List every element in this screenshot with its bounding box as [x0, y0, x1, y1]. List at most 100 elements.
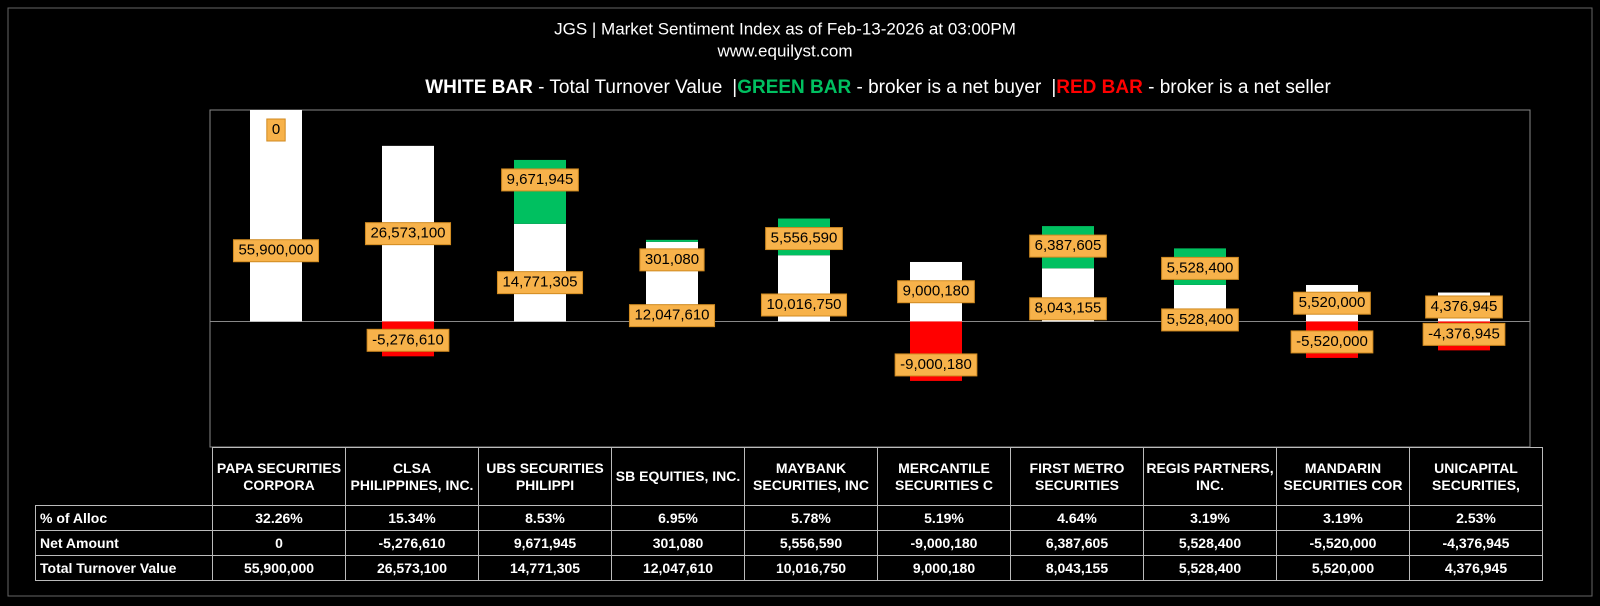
broker-name: SB EQUITIES, INC.: [611, 447, 745, 506]
chart-title: JGS | Market Sentiment Index as of Feb-1…: [554, 19, 1016, 38]
legend-separator: |: [1051, 77, 1056, 98]
table-cell: 4,376,945: [1409, 555, 1543, 581]
label-text: 5,528,400: [1167, 311, 1234, 328]
label-box: [760, 293, 848, 317]
table-cell: 2.53%: [1409, 505, 1543, 531]
label-box: [897, 280, 975, 304]
table-cell: 32.26%: [212, 505, 346, 531]
table-cell: 10,016,750: [744, 555, 878, 581]
table-cell: 301,080: [611, 530, 745, 556]
label-text: -4,376,945: [1428, 325, 1500, 342]
value-label: 5,520,000: [1293, 291, 1371, 315]
turnover-bar: [250, 110, 302, 322]
table-cell: 14,771,305: [478, 555, 612, 581]
table-cell: -9,000,180: [877, 530, 1011, 556]
label-box: [501, 168, 579, 192]
label-box: [765, 227, 843, 251]
label-box: [1425, 295, 1503, 319]
label-box: [266, 118, 286, 142]
broker-name: PAPA SECURITIES CORPORA: [212, 447, 346, 506]
value-label: 0: [266, 118, 286, 142]
label-box: [232, 239, 320, 263]
header-row: PAPA SECURITIES CORPORA CLSA PHILIPPINES,…: [36, 447, 1543, 506]
table-cell: 15.34%: [345, 505, 479, 531]
table-cell: 12,047,610: [611, 555, 745, 581]
table-cell: 5,528,400: [1143, 555, 1277, 581]
blank-cell: [36, 448, 213, 506]
legend-separator: |: [732, 77, 737, 98]
label-text: -5,276,610: [372, 331, 444, 348]
table-cell: 5,520,000: [1276, 555, 1410, 581]
label-box: [1161, 308, 1239, 332]
broker-name: MAYBANK SECURITIES, INC: [744, 447, 878, 506]
value-label: 9,671,945: [501, 168, 579, 192]
broker-name: MANDARIN SECURITIES COR: [1276, 447, 1410, 506]
label-box: [366, 328, 450, 352]
table-cell: 3.19%: [1143, 505, 1277, 531]
label-box: [496, 271, 584, 295]
label-box: [1422, 322, 1506, 346]
broker-name: UBS SECURITIES PHILIPPI: [478, 447, 612, 506]
label-box: [1029, 234, 1107, 258]
table-cell: 3.19%: [1276, 505, 1410, 531]
label-text: -9,000,180: [900, 356, 972, 373]
label-box: [1293, 291, 1371, 315]
legend-desc: - broker is a net buyer: [851, 77, 1042, 98]
label-box: [639, 248, 705, 272]
data-table: PAPA SECURITIES CORPORA CLSA PHILIPPINES,…: [35, 447, 1543, 581]
value-label: 9,000,180: [897, 280, 975, 304]
label-text: 0: [272, 121, 280, 138]
labels: 55,900,000 0 26,573,100 -5,276,610 14,771,30…: [232, 118, 1506, 377]
table-cell: 26,573,100: [345, 555, 479, 581]
legend-key: GREEN BAR: [737, 77, 851, 98]
label-box: [1029, 297, 1107, 321]
legend-key: RED BAR: [1056, 77, 1143, 98]
value-label: -4,376,945: [1422, 322, 1506, 346]
label-box: [1161, 256, 1239, 280]
row-label: Total Turnover Value: [35, 555, 213, 581]
chart-subtitle: www.equilyst.com: [716, 41, 852, 60]
label-box: [364, 222, 452, 246]
table-cell: 0: [212, 530, 346, 556]
label-box: [628, 304, 716, 328]
table-cell: 6,387,605: [1010, 530, 1144, 556]
label-text: 14,771,305: [502, 274, 577, 291]
table-cell: 4.64%: [1010, 505, 1144, 531]
legend-desc: - Total Turnover Value: [533, 77, 722, 98]
label-text: 12,047,610: [634, 307, 709, 324]
label-text: -5,520,000: [1296, 333, 1368, 350]
net-buy-bar: [646, 239, 698, 242]
table-cell: 5.19%: [877, 505, 1011, 531]
table-cell: 6.95%: [611, 505, 745, 531]
table-cell: 9,000,180: [877, 555, 1011, 581]
table-cell: -5,520,000: [1276, 530, 1410, 556]
label-box: [894, 353, 978, 377]
value-label: -9,000,180: [894, 353, 978, 377]
broker-name: MERCANTILE SECURITIES C: [877, 447, 1011, 506]
value-label: 10,016,750: [760, 293, 848, 317]
table-cell: -5,276,610: [345, 530, 479, 556]
value-label: 301,080: [639, 248, 705, 272]
label-text: 5,556,590: [771, 230, 838, 247]
value-label: 26,573,100: [364, 222, 452, 246]
broker-name: REGIS PARTNERS, INC.: [1143, 447, 1277, 506]
value-label: 14,771,305: [496, 271, 584, 295]
label-text: 4,376,945: [1431, 298, 1498, 315]
table-row: Total Turnover Value 55,900,000 26,573,100…: [35, 555, 1543, 581]
legend-key: WHITE BAR: [425, 77, 533, 98]
value-label: 55,900,000: [232, 239, 320, 263]
broker-name: UNICAPITAL SECURITIES,: [1409, 447, 1543, 506]
broker-name: FIRST METRO SECURITIES: [1010, 447, 1144, 506]
row-label: % of Alloc: [35, 505, 213, 531]
table-cell: 55,900,000: [212, 555, 346, 581]
value-label: 4,376,945: [1425, 295, 1503, 319]
table-row: % of Alloc 32.26% 15.34% 8.53% 6.95% 5.78% 5.1…: [35, 505, 1543, 531]
table-cell: 5,556,590: [744, 530, 878, 556]
label-text: 9,000,180: [903, 283, 970, 300]
plot: [210, 110, 1530, 381]
label-text: 5,528,400: [1167, 259, 1234, 276]
label-box: [1290, 330, 1374, 354]
label-text: 26,573,100: [370, 225, 445, 242]
